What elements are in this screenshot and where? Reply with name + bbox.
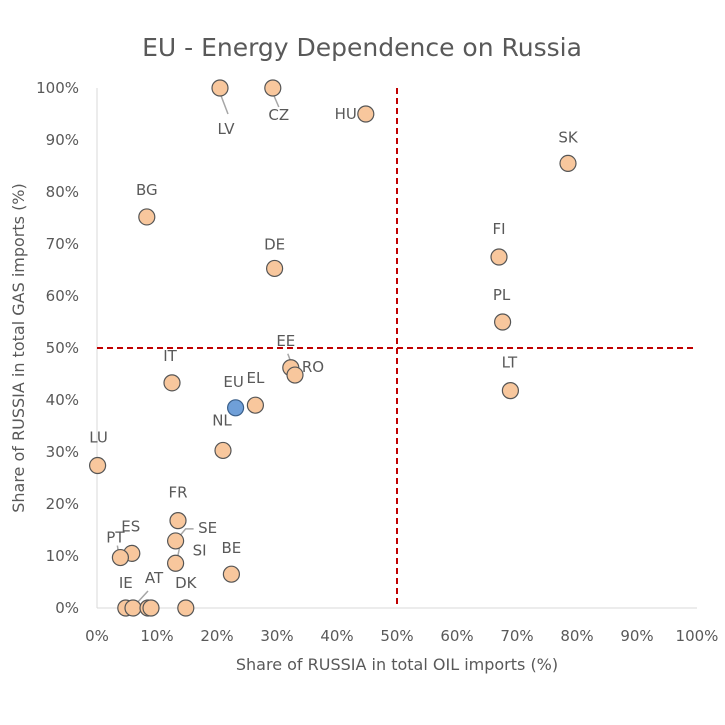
y-tick-label: 0%	[55, 599, 79, 617]
point-label-ie: IE	[119, 574, 133, 592]
y-axis-title: Share of RUSSIA in total GAS imports (%)	[9, 183, 28, 513]
x-tick-label: 70%	[500, 627, 533, 645]
data-point-pt	[111, 548, 130, 567]
data-point-be	[222, 565, 240, 583]
data-point-dk	[177, 599, 195, 617]
x-tick-label: 100%	[676, 627, 719, 645]
point-label-el: EL	[246, 369, 264, 387]
y-tick-label: 90%	[46, 131, 79, 149]
point-label-pt: PT	[106, 529, 125, 547]
data-point-ro	[286, 366, 304, 384]
x-axis-title: Share of RUSSIA in total OIL imports (%)	[236, 655, 558, 674]
y-tick-label: 80%	[46, 183, 79, 201]
point-label-it: IT	[163, 347, 177, 365]
point-label-fr: FR	[168, 484, 187, 502]
point-label-se: SE	[198, 519, 217, 537]
point-label-eu: EU	[223, 373, 243, 391]
data-point-de	[266, 259, 284, 278]
data-points	[88, 79, 577, 617]
x-tick-label: 40%	[320, 627, 353, 645]
data-point-si	[167, 554, 185, 572]
data-point-at	[124, 599, 142, 617]
point-label-sk: SK	[558, 128, 579, 146]
x-tick-label: 90%	[620, 627, 653, 645]
point-label-dk: DK	[175, 574, 198, 592]
data-point-cz	[264, 79, 282, 97]
point-label-at: AT	[145, 569, 164, 587]
point-label-fi: FI	[492, 220, 505, 238]
data-point-se	[167, 532, 185, 550]
point-label-ee: EE	[276, 332, 295, 350]
data-point-hu	[357, 105, 375, 123]
data-point-eu	[227, 399, 245, 417]
data-point-bg	[138, 208, 156, 226]
data-point-lv	[211, 79, 229, 97]
y-tick-label: 40%	[46, 391, 79, 409]
data-point-sk	[559, 154, 577, 172]
point-label-si: SI	[193, 541, 207, 559]
x-tick-label: 80%	[560, 627, 593, 645]
data-point-el	[246, 396, 264, 414]
point-label-es: ES	[121, 517, 140, 535]
point-label-nl: NL	[212, 411, 232, 429]
data-point-it	[163, 374, 181, 392]
x-tick-label: 60%	[440, 627, 473, 645]
x-tick-label: 0%	[85, 627, 109, 645]
data-point	[142, 599, 160, 617]
x-tick-label: 10%	[140, 627, 173, 645]
data-point-fr	[169, 512, 187, 530]
x-tick-label: 50%	[380, 627, 413, 645]
y-tick-label: 10%	[46, 547, 79, 565]
point-label-be: BE	[222, 539, 242, 557]
y-tick-label: 30%	[46, 443, 79, 461]
leader-line-se	[180, 528, 194, 536]
y-tick-label: 20%	[46, 495, 79, 513]
data-point-lu	[88, 456, 107, 475]
point-label-lv: LV	[218, 120, 236, 138]
y-tick-label: 60%	[46, 287, 79, 305]
leader-line-lv	[219, 92, 229, 115]
point-label-lt: LT	[502, 354, 518, 372]
point-label-hu: HU	[335, 105, 357, 123]
reference-lines	[97, 88, 697, 608]
y-tick-label: 50%	[46, 339, 79, 357]
point-label-cz: CZ	[268, 106, 289, 124]
y-tick-labels: 0% 10% 20% 30% 40% 50% 60% 70% 80% 90% 100%	[36, 79, 79, 617]
point-label-de: DE	[264, 235, 285, 253]
data-point-pl	[494, 313, 512, 331]
x-tick-label: 20%	[200, 627, 233, 645]
point-label-lu: LU	[89, 429, 108, 447]
data-point-lt	[501, 382, 519, 400]
y-tick-label: 100%	[36, 79, 79, 97]
x-tick-labels: 0% 10% 20% 30% 40% 50% 60% 70% 80% 90% 100%	[85, 627, 718, 645]
point-label-pl: PL	[493, 286, 511, 304]
data-point-nl	[214, 441, 232, 460]
point-label-ro: RO	[302, 358, 324, 376]
x-tick-label: 30%	[260, 627, 293, 645]
chart-title: EU - Energy Dependence on Russia	[142, 33, 582, 62]
data-point-fi	[490, 248, 508, 266]
point-label-bg: BG	[136, 181, 158, 199]
y-tick-label: 70%	[46, 235, 79, 253]
